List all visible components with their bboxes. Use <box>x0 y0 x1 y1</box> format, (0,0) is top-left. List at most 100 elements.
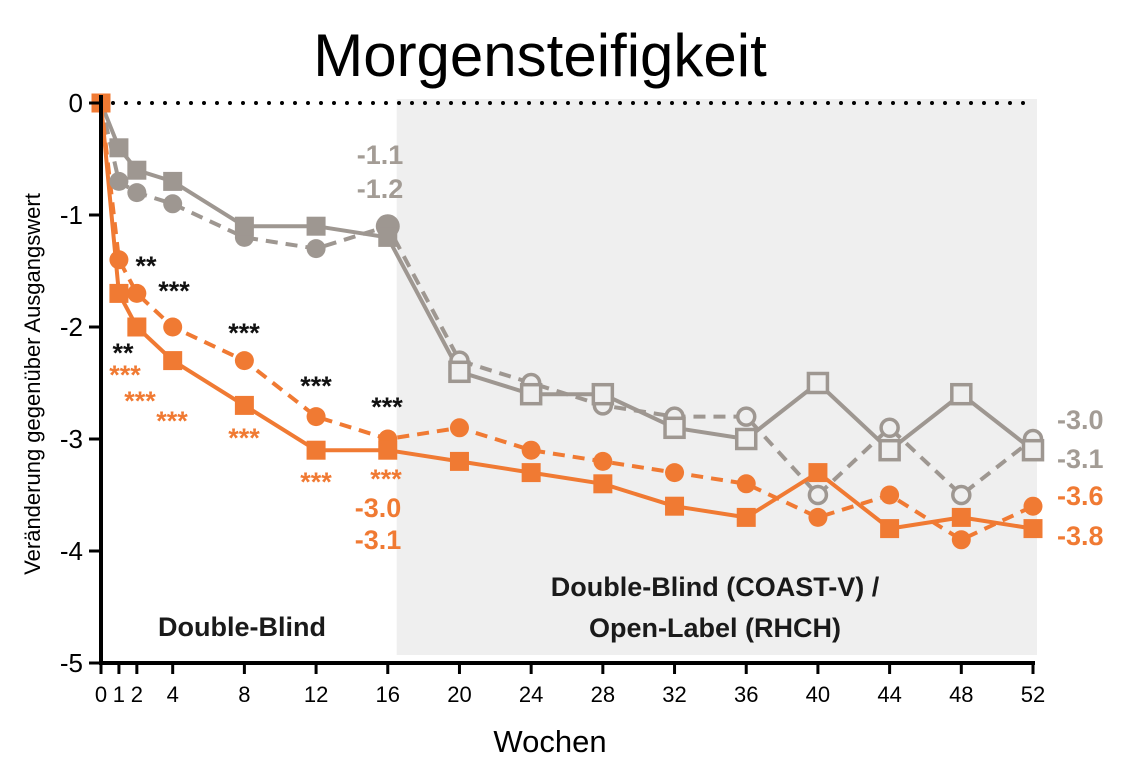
data-point-circle <box>127 183 147 203</box>
data-point-circle <box>109 250 129 270</box>
x-tick-label: 20 <box>447 682 471 707</box>
data-point-square <box>163 171 183 191</box>
region-label-open-label-line1: Double-Blind (COAST-V) / <box>551 572 880 602</box>
data-point-square <box>806 371 830 395</box>
data-point-square <box>306 216 326 236</box>
x-tick-label: 0 <box>95 682 107 707</box>
data-point-square <box>449 451 469 471</box>
x-tick-label: 24 <box>519 682 543 707</box>
y-tick-label: -3 <box>60 424 83 454</box>
data-point-square <box>663 416 686 440</box>
x-tick-label: 8 <box>238 682 250 707</box>
value-label-week52-gray-1: -3.0 <box>1057 405 1104 435</box>
y-tick-label: -1 <box>60 200 83 230</box>
data-point-circle <box>234 351 254 371</box>
data-point-circle <box>127 283 147 303</box>
data-point-square <box>665 496 685 516</box>
data-point-circle <box>951 484 972 506</box>
x-tick-label: 48 <box>949 682 973 707</box>
axes-layer: 0-1-2-3-4-50 1 2 4 8 12 16 20 24 28 32 36 40 44 48 52 <box>60 88 1045 707</box>
y-tick-label: 0 <box>69 88 83 118</box>
data-point-square <box>163 351 183 371</box>
x-tick-label: 4 <box>167 682 179 707</box>
series-layer <box>91 93 1045 550</box>
data-point-circle <box>736 474 756 494</box>
significance-marker-black: *** <box>158 276 190 306</box>
series-line-3 <box>99 102 1034 542</box>
x-tick-label: 40 <box>806 682 830 707</box>
significance-marker-orange: *** <box>228 423 260 453</box>
shaded-region <box>396 99 1037 655</box>
y-tick-label: -5 <box>60 648 83 678</box>
significance-marker-orange: *** <box>124 386 156 416</box>
data-point-square <box>878 438 901 462</box>
data-point-square <box>593 474 613 494</box>
data-point-circle <box>665 463 685 483</box>
data-point-square <box>734 427 758 451</box>
data-point-circle <box>879 417 900 439</box>
x-tick-label: 2 <box>131 682 143 707</box>
series-line-2 <box>99 102 1034 531</box>
data-point-square <box>521 463 541 483</box>
data-point-square <box>378 440 398 460</box>
data-point-circle <box>306 239 326 259</box>
data-point-square <box>591 382 615 406</box>
x-tick-label: 1 <box>113 682 125 707</box>
significance-marker-black: ** <box>112 338 134 368</box>
x-tick-label: 52 <box>1021 682 1045 707</box>
data-point-circle <box>163 317 183 337</box>
chart-title: Morgensteifigkeit <box>313 22 767 89</box>
data-point-square <box>880 519 900 539</box>
series-line-0 <box>99 102 1035 453</box>
significance-marker-orange: *** <box>300 467 332 497</box>
data-point-square <box>1021 438 1045 462</box>
region-label-open-label-line2: Open-Label (RHCH) <box>589 613 841 643</box>
data-point-circle <box>808 507 828 527</box>
data-point-square <box>234 216 254 236</box>
significance-marker-orange: *** <box>370 464 402 494</box>
x-tick-label: 44 <box>877 682 901 707</box>
data-point-circle <box>880 485 900 505</box>
value-label-week16-gray-2: -1.2 <box>357 174 404 204</box>
data-point-square <box>951 507 971 527</box>
x-tick-label: 36 <box>734 682 758 707</box>
x-tick-label: 28 <box>591 682 615 707</box>
y-axis-label: Veränderung gegenüber Ausgangswert <box>20 193 45 575</box>
data-point-square <box>127 317 147 337</box>
significance-marker-black: *** <box>300 371 332 401</box>
data-point-circle <box>735 406 757 427</box>
data-point-square <box>306 440 326 460</box>
data-point-square <box>808 463 828 483</box>
data-point-circle <box>1023 496 1043 516</box>
significance-marker-orange: *** <box>109 360 141 390</box>
data-point-square <box>234 395 254 415</box>
data-point-square <box>950 382 973 406</box>
data-point-square <box>127 160 147 180</box>
value-label-week52-gray-2: -3.1 <box>1057 444 1104 474</box>
y-tick-label: -4 <box>60 536 83 566</box>
data-point-circle <box>449 418 469 438</box>
series-line-1 <box>99 102 1035 497</box>
x-axis-label: Wochen <box>493 724 606 759</box>
data-point-circle <box>163 194 183 214</box>
x-tick-label: 12 <box>304 682 328 707</box>
data-point-circle <box>807 484 829 506</box>
data-point-square <box>378 227 398 247</box>
significance-marker-orange: *** <box>156 406 188 436</box>
value-label-week52-orange-2: -3.8 <box>1057 521 1104 551</box>
data-point-square <box>448 360 471 384</box>
data-point-square <box>1023 519 1043 539</box>
data-point-circle <box>593 451 613 471</box>
region-label-double-blind: Double-Blind <box>158 612 326 642</box>
data-point-square <box>109 138 129 158</box>
significance-marker-black: ** <box>135 251 157 281</box>
data-point-circle <box>951 530 971 550</box>
data-point-circle <box>521 440 541 460</box>
data-point-square <box>109 283 129 303</box>
x-tick-label: 16 <box>376 682 400 707</box>
data-point-circle <box>306 407 326 427</box>
data-point-square <box>519 382 543 406</box>
data-point-circle <box>109 171 129 191</box>
value-label-week16-gray-1: -1.1 <box>357 140 404 170</box>
